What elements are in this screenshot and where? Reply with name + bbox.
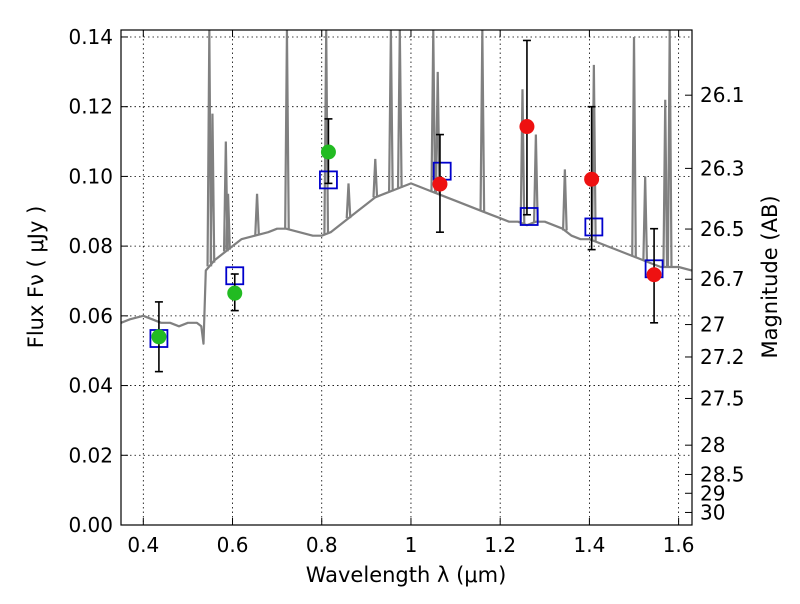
- x-tick-label: 1: [405, 533, 418, 557]
- emission-line-spike: [561, 169, 568, 231]
- emission-line-spike: [323, 30, 330, 234]
- model-spectrum-line: [121, 182, 692, 345]
- emission-line-spike: [631, 36, 637, 257]
- y-tick-label: 0.06: [68, 304, 113, 328]
- model-photometry-point: [519, 207, 539, 226]
- plot-frame: [120, 29, 693, 526]
- emission-line-spike: [590, 64, 597, 241]
- y-tick-label: 0.04: [68, 374, 113, 398]
- emission-line-spike: [532, 134, 539, 222]
- y-tick-label: 0.08: [68, 234, 113, 258]
- x-tick-label: 1.6: [663, 533, 695, 557]
- right-tick-label: 27.2: [700, 345, 745, 369]
- emission-line-spike: [254, 193, 260, 236]
- emission-line-spike: [372, 158, 379, 198]
- emission-line-spike: [225, 193, 231, 250]
- y-tick-label: 0.14: [68, 25, 113, 49]
- y-tick-label: 0.12: [68, 95, 113, 119]
- emission-line-spike: [209, 113, 216, 263]
- emission-line-spike: [388, 30, 394, 192]
- y-axis-title: Flux Fν ( μJy ): [24, 206, 48, 349]
- observed-flux-point: [519, 119, 535, 135]
- right-tick-label: 27.5: [700, 386, 745, 410]
- emission-line-spike: [519, 89, 526, 224]
- y-tick-label: 0.02: [68, 443, 113, 467]
- observed-flux-point: [151, 329, 167, 345]
- emission-line-spike: [662, 99, 669, 268]
- right-tick-label: 27: [700, 313, 725, 337]
- y-tick-label: 0.00: [68, 513, 113, 537]
- series-layer: [121, 30, 692, 373]
- x-tick-label: 1.4: [573, 533, 605, 557]
- x-tick-label: 0.8: [306, 533, 338, 557]
- right-tick-label: 26.7: [700, 267, 745, 291]
- right-tick-label: 28: [700, 433, 725, 457]
- observed-flux-point: [584, 171, 600, 187]
- y-tick-label: 0.10: [68, 164, 113, 188]
- emission-line-spike: [345, 183, 352, 219]
- emission-line-spike: [396, 30, 403, 188]
- emission-line-spike: [430, 30, 437, 193]
- right-tick-label: 26.5: [700, 217, 745, 241]
- emission-line-spike: [434, 71, 441, 194]
- observed-flux-point: [320, 144, 336, 160]
- x-tick-label: 0.4: [127, 533, 159, 557]
- right-tick-label: 28.5: [700, 462, 745, 486]
- right-tick-label: 29: [700, 481, 725, 505]
- x-axis-title: Wavelength λ (μm): [306, 563, 507, 587]
- emission-line-spike: [479, 30, 486, 212]
- emission-line-spike: [284, 30, 290, 229]
- observed-flux-point: [227, 285, 243, 301]
- right-tick-label: 30: [700, 500, 725, 524]
- model-photometry-point: [584, 217, 604, 237]
- right-tick-label: 26.3: [700, 156, 745, 180]
- x-tick-label: 0.6: [217, 533, 249, 557]
- right-tick-label: 26.1: [700, 83, 745, 107]
- observed-flux-point: [646, 267, 662, 283]
- grid-layer: [121, 30, 692, 526]
- emission-line-spike: [642, 176, 649, 261]
- tick-layer: 0.4 0.6 0.8 1 1.2 1.4 1.6 0.00 0.02 0.04 0.06 0.08 0…: [68, 25, 744, 557]
- x-tick-label: 1.2: [484, 533, 516, 557]
- observed-flux-point: [432, 176, 448, 192]
- emission-line-spike: [666, 30, 673, 268]
- y-right-axis-title: Magnitude (AB): [758, 195, 782, 358]
